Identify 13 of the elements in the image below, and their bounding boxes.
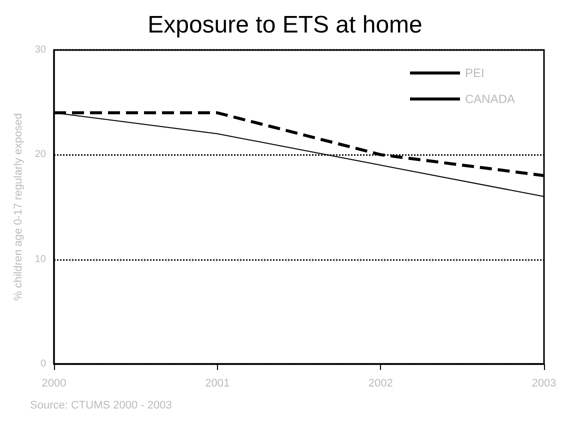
x-tick-label: 2001 <box>205 378 230 390</box>
source-note: Source: CTUMS 2000 - 2003 <box>30 400 172 412</box>
y-tick-label: 10 <box>34 254 46 265</box>
legend-label: PEI <box>464 66 484 80</box>
y-tick-label: 30 <box>34 44 46 56</box>
x-tick-label: 2003 <box>532 378 556 390</box>
x-tick-label: 2002 <box>368 378 393 390</box>
chart-title: Exposure to ETS at home <box>148 12 422 38</box>
y-axis-title: % children age 0-17 regularly exposed <box>12 113 24 301</box>
legend-label: CANADA <box>464 92 516 106</box>
y-tick-label: 0 <box>40 358 46 370</box>
x-tick-label: 2000 <box>42 378 66 390</box>
y-tick-label: 20 <box>34 149 46 160</box>
